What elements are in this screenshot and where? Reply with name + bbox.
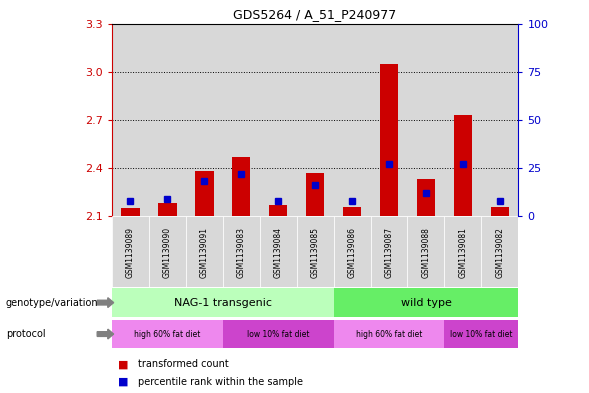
Bar [297,24,333,216]
Bar [297,216,333,287]
Bar [333,216,370,287]
Text: GSM1139086: GSM1139086 [348,227,356,278]
Text: GSM1139087: GSM1139087 [385,227,393,278]
Bar [481,24,518,216]
Bar [445,216,481,287]
Bar [112,24,149,216]
Text: transformed count: transformed count [138,359,229,369]
Bar [380,64,398,216]
Bar [223,24,260,216]
Text: protocol: protocol [6,329,45,339]
Bar [260,24,297,216]
Bar [333,24,370,216]
Bar [333,288,518,317]
Bar [445,24,481,216]
Text: NAG-1 transgenic: NAG-1 transgenic [174,298,272,308]
Bar [306,173,325,216]
Text: percentile rank within the sample: percentile rank within the sample [138,377,303,387]
Text: high 60% fat diet: high 60% fat diet [134,330,200,338]
Bar [223,216,260,287]
Bar [195,171,213,216]
Bar [343,207,361,216]
Text: ■: ■ [118,377,128,387]
Text: GSM1139081: GSM1139081 [458,227,468,277]
Title: GDS5264 / A_51_P240977: GDS5264 / A_51_P240977 [233,8,397,21]
Text: GSM1139085: GSM1139085 [310,227,320,278]
Bar [149,24,186,216]
Bar [186,216,223,287]
Bar [158,203,177,216]
Text: low 10% fat diet: low 10% fat diet [450,330,512,338]
Bar [491,207,509,216]
Text: GSM1139084: GSM1139084 [274,227,283,278]
Bar [333,320,445,348]
Text: low 10% fat diet: low 10% fat diet [247,330,309,338]
Text: wild type: wild type [401,298,451,308]
Bar [370,216,408,287]
Bar [260,216,297,287]
Bar [186,24,223,216]
Bar [370,24,408,216]
Text: GSM1139091: GSM1139091 [200,227,209,278]
Text: GSM1139083: GSM1139083 [237,227,246,278]
Bar [223,320,333,348]
Bar [454,115,472,216]
Text: GSM1139090: GSM1139090 [163,227,172,278]
Text: ■: ■ [118,359,128,369]
Bar [269,205,287,216]
Bar [149,216,186,287]
Text: high 60% fat diet: high 60% fat diet [356,330,422,338]
Text: GSM1139089: GSM1139089 [126,227,135,278]
Bar [408,216,445,287]
Text: GSM1139082: GSM1139082 [495,227,504,277]
Bar [416,179,435,216]
Bar [481,216,518,287]
Bar [408,24,445,216]
Bar [121,208,140,216]
Text: genotype/variation: genotype/variation [6,298,98,308]
Bar [445,320,518,348]
Bar [112,216,149,287]
Bar [112,320,223,348]
Bar [112,288,333,317]
Bar [232,157,250,216]
Text: GSM1139088: GSM1139088 [422,227,431,277]
